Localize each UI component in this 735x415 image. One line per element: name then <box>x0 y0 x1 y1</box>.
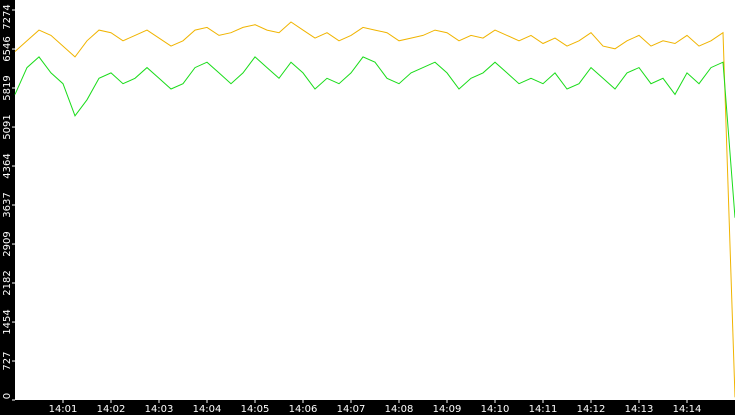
x-tick-label: 14:06 <box>289 404 318 415</box>
series-line <box>14 56 735 218</box>
y-tick-label: 2909 <box>2 231 13 256</box>
x-tick-label: 14:13 <box>625 404 654 415</box>
y-tick-label: 5819 <box>2 75 13 100</box>
series-line <box>14 21 735 398</box>
x-tick-label: 14:10 <box>481 404 510 415</box>
x-tick-label: 14:01 <box>49 404 78 415</box>
y-tick-label: 7274 <box>2 4 13 29</box>
plot-area <box>15 0 735 400</box>
x-tick-label: 14:12 <box>577 404 606 415</box>
x-tick-label: 14:09 <box>433 404 462 415</box>
x-tick-label: 14:05 <box>241 404 270 415</box>
x-tick-label: 14:14 <box>673 404 702 415</box>
y-tick-label: 6546 <box>2 36 13 61</box>
x-tick-label: 14:03 <box>145 404 174 415</box>
y-tick-label: 5091 <box>2 114 13 139</box>
x-tick-label: 14:02 <box>97 404 126 415</box>
y-tick-label: 0 <box>2 393 13 399</box>
y-tick-label: 4364 <box>2 153 13 178</box>
y-tick-label: 3637 <box>2 192 13 217</box>
x-tick-label: 14:07 <box>337 404 366 415</box>
x-tick-label: 14:11 <box>529 404 558 415</box>
x-tick-label: 14:08 <box>385 404 414 415</box>
y-tick-label: 2182 <box>2 270 13 295</box>
y-tick-label: 1454 <box>2 309 13 334</box>
y-tick-label: 727 <box>2 351 13 370</box>
x-tick-label: 14:04 <box>193 404 222 415</box>
